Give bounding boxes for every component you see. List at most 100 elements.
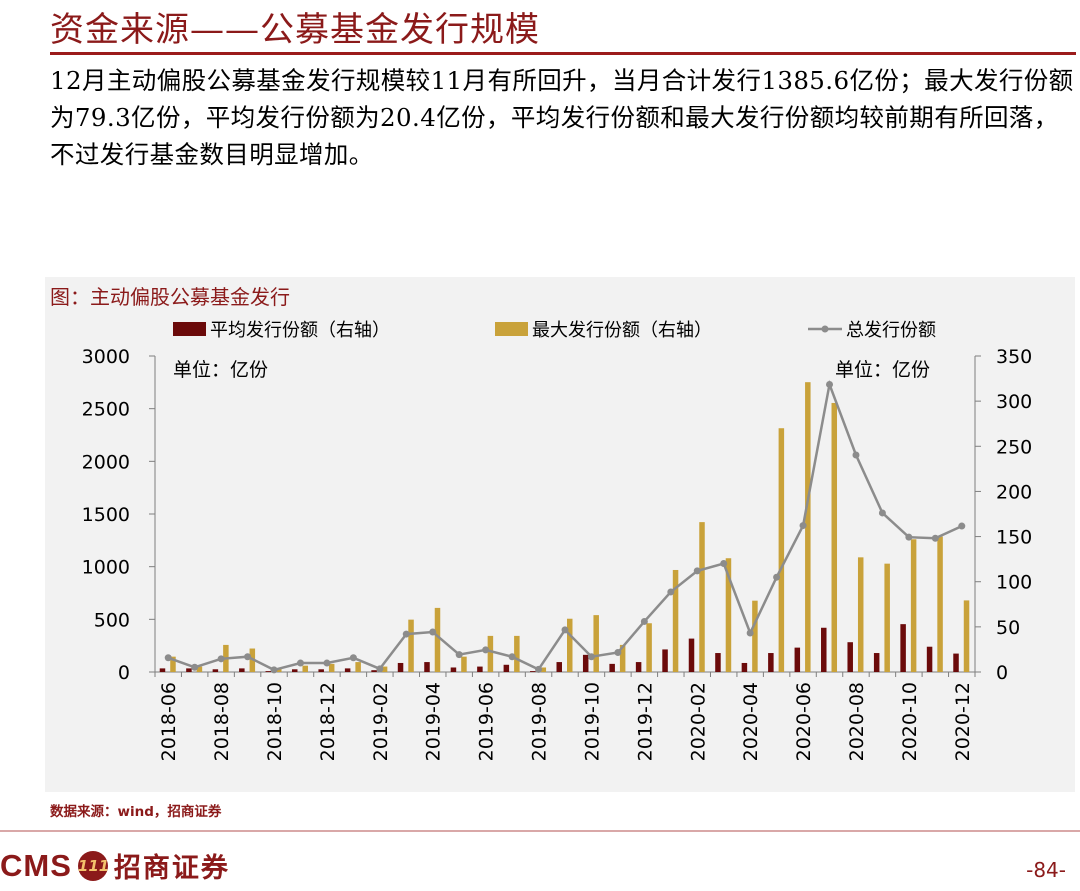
x-tick-label: 2020-08 [846,682,868,761]
point-total-issuance [693,567,701,575]
bar-average-issuance [926,646,933,672]
bar-max-issuance [567,618,573,672]
legend-label-max: 最大发行份额（右轴） [532,320,712,341]
right-tick-label: 300 [996,391,1032,413]
point-total-issuance [561,626,569,634]
bar-max-issuance [752,600,758,672]
point-total-issuance [905,533,913,541]
logo-brand-text: 招商证券 [113,853,230,884]
point-total-issuance [508,653,516,661]
bar-max-issuance [540,667,547,672]
x-tick-label: 2018-08 [211,682,233,761]
left-tick-label: 2500 [82,399,130,421]
right-tick-label: 150 [996,527,1032,549]
bar-average-issuance [265,671,272,672]
point-total-issuance [667,588,675,596]
bar-average-issuance [212,669,219,672]
chart-line [164,379,966,674]
bar-max-issuance [593,615,599,672]
bar-max-issuance [805,382,811,672]
point-total-issuance [402,630,410,638]
point-total-issuance [852,451,860,459]
bar-average-issuance [397,662,404,672]
bar-average-issuance [530,671,536,672]
bar-max-issuance [408,619,414,672]
right-unit-label: 单位：亿份 [835,359,930,381]
bar-average-issuance [318,669,324,672]
bar-average-issuance [873,653,880,672]
point-total-issuance [958,522,966,530]
bar-average-issuance [715,653,721,672]
left-unit-label: 单位：亿份 [173,359,268,381]
chart-legend: 平均发行份额（右轴） 最大发行份额（右轴） 总发行份额 [173,320,936,341]
bar-average-issuance [609,663,615,672]
chart-panel [45,277,1075,792]
page-number: -84- [1026,858,1066,882]
summary-text: 12月主动偏股公募基金发行规模较11月有所回升，当月合计发行1385.6亿份；最… [50,66,1074,169]
bar-average-issuance [768,653,774,672]
bar-average-issuance [186,668,192,672]
point-total-issuance [455,651,463,659]
point-total-issuance [720,560,728,568]
bar-average-issuance [662,649,668,672]
point-total-issuance [296,659,304,667]
point-total-issuance [376,665,384,673]
bar-max-issuance [857,557,864,672]
bar-average-issuance [953,653,959,672]
bar-max-issuance [170,656,176,672]
left-tick-label: 3000 [82,346,130,368]
point-total-issuance [773,573,781,581]
company-logo: CMS 111 招商证券 [0,846,230,885]
bar-average-issuance [847,642,853,672]
point-total-issuance [270,666,278,674]
bar-average-issuance [371,670,377,672]
x-tick-label: 2018-06 [158,682,180,761]
right-tick-label: 200 [996,481,1032,503]
bar-max-issuance [725,558,732,672]
point-total-issuance [349,654,357,662]
bar-max-issuance [196,666,203,672]
left-tick-label: 500 [94,609,130,631]
right-tick-label: 0 [996,662,1008,684]
bar-average-issuance [344,668,351,672]
logo-cms-text: CMS [0,847,72,883]
bar-max-issuance [646,623,652,672]
x-tick-label: 2019-06 [476,682,498,761]
bar-average-issuance [503,664,510,672]
x-tick-label: 2019-10 [581,682,603,761]
left-tick-label: 0 [118,662,130,684]
bar-average-issuance [794,647,801,672]
legend-swatch-max [495,322,528,336]
chart-axes: 0 500 1000 1500 2000 2500 3000 0 50 100 150 200 250 3… [82,346,1033,761]
point-total-issuance [429,628,437,636]
bar-max-issuance [778,428,785,672]
bar-max-issuance [381,666,388,672]
bar-max-issuance [434,607,441,672]
bar-max-issuance [302,665,308,672]
data-source: 数据来源：wind，招商证券 [50,804,222,820]
left-tick-label: 2000 [82,451,130,473]
right-tick-label: 50 [996,617,1020,639]
bar-average-issuance [821,627,827,672]
legend-label-total: 总发行份额 [846,320,936,341]
bar-average-issuance [688,638,695,672]
page-title: 资金来源——公募基金发行规模 [50,10,540,50]
right-tick-label: 350 [996,346,1032,368]
legend-label-avg: 平均发行份额（右轴） [210,320,390,341]
point-total-issuance [164,654,172,662]
bar-max-issuance [699,522,705,672]
x-tick-label: 2019-02 [370,682,392,761]
chart-bars [159,382,970,672]
bar-max-issuance [831,402,838,672]
x-tick-label: 2020-12 [952,682,974,761]
point-total-issuance [535,665,543,673]
bar-max-issuance [328,663,335,672]
bar-max-issuance [355,662,361,672]
footer-divider [0,830,1080,832]
x-tick-label: 2018-10 [264,682,286,761]
x-tick-label: 2019-04 [423,682,445,761]
bar-average-issuance [582,654,589,672]
point-total-issuance [931,534,939,542]
bar-max-issuance [937,536,943,672]
